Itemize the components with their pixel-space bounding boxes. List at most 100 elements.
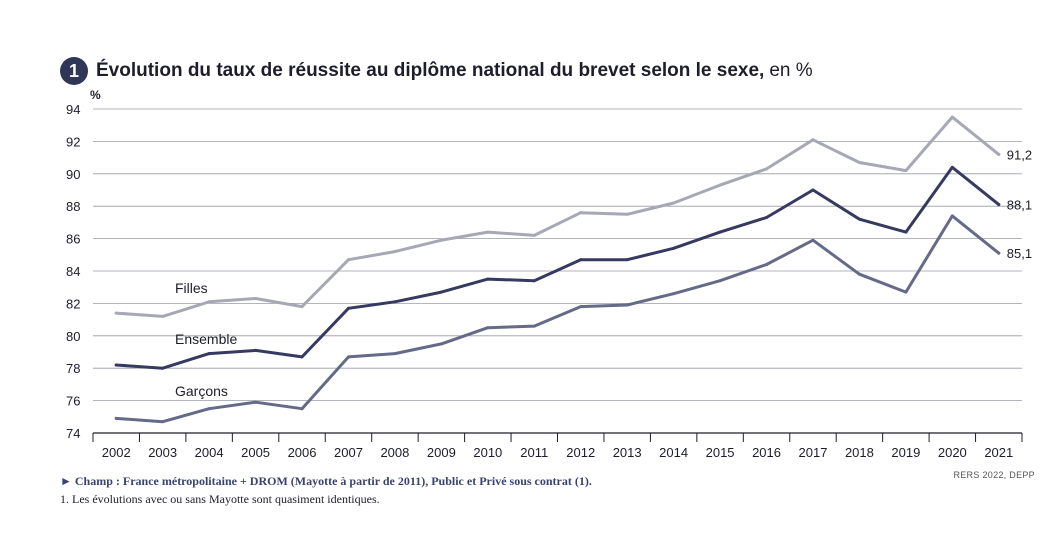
x-tick-label-2016: 2016 bbox=[752, 445, 781, 460]
data-point-filles bbox=[254, 297, 257, 300]
x-tick-label-2003: 2003 bbox=[148, 445, 177, 460]
data-point-ensemble bbox=[440, 291, 443, 294]
y-tick-label: 92 bbox=[66, 134, 80, 149]
data-point-garons bbox=[765, 263, 768, 266]
x-tick-label-2010: 2010 bbox=[473, 445, 502, 460]
series-label-ensemble: Ensemble bbox=[175, 331, 237, 347]
series-line-garons bbox=[116, 216, 999, 422]
y-tick-label: 86 bbox=[66, 232, 80, 247]
data-point-filles bbox=[997, 153, 1000, 156]
x-tick-label-2002: 2002 bbox=[102, 445, 131, 460]
data-point-filles bbox=[208, 300, 211, 303]
x-tick-label-2015: 2015 bbox=[706, 445, 735, 460]
data-point-ensemble bbox=[486, 278, 489, 281]
x-tick-label-2008: 2008 bbox=[380, 445, 409, 460]
data-point-garons bbox=[719, 279, 722, 282]
data-point-filles bbox=[858, 161, 861, 164]
data-point-filles bbox=[579, 211, 582, 214]
data-point-ensemble bbox=[533, 279, 536, 282]
data-point-garons bbox=[904, 291, 907, 294]
x-tick-label-2019: 2019 bbox=[891, 445, 920, 460]
data-point-ensemble bbox=[951, 166, 954, 169]
y-tick-label: 74 bbox=[66, 426, 80, 441]
x-tick-label-2012: 2012 bbox=[566, 445, 595, 460]
data-point-filles bbox=[811, 138, 814, 141]
series-line-ensemble bbox=[116, 167, 999, 368]
footer-champ: ► Champ : France métropolitaine + DROM (… bbox=[60, 474, 592, 489]
data-point-ensemble bbox=[254, 349, 257, 352]
data-point-ensemble bbox=[811, 189, 814, 192]
y-tick-label: 88 bbox=[66, 199, 80, 214]
y-tick-label: 84 bbox=[66, 264, 80, 279]
data-point-filles bbox=[161, 315, 164, 318]
data-point-ensemble bbox=[904, 231, 907, 234]
data-point-filles bbox=[115, 312, 118, 315]
data-point-ensemble bbox=[393, 300, 396, 303]
y-axis-unit: % bbox=[90, 88, 101, 102]
data-point-filles bbox=[904, 169, 907, 172]
y-tick-label: 82 bbox=[66, 296, 80, 311]
data-point-ensemble bbox=[347, 307, 350, 310]
end-value-label-ensemble: 88,1 bbox=[1007, 198, 1032, 213]
end-value-label-garons: 85,1 bbox=[1007, 246, 1032, 261]
data-point-garons bbox=[208, 407, 211, 410]
x-tick-label-2018: 2018 bbox=[845, 445, 874, 460]
data-point-garons bbox=[533, 325, 536, 328]
data-point-ensemble bbox=[579, 258, 582, 261]
chart-source: RERS 2022, DEPP bbox=[953, 470, 1035, 480]
y-tick-label: 94 bbox=[66, 102, 80, 117]
x-tick-label-2005: 2005 bbox=[241, 445, 270, 460]
data-point-ensemble bbox=[719, 231, 722, 234]
series-label-filles: Filles bbox=[175, 280, 208, 296]
end-value-label-filles: 91,2 bbox=[1007, 147, 1032, 162]
x-tick-label-2014: 2014 bbox=[659, 445, 688, 460]
data-point-garons bbox=[486, 326, 489, 329]
data-point-garons bbox=[811, 239, 814, 242]
data-point-filles bbox=[533, 234, 536, 237]
data-point-ensemble bbox=[997, 203, 1000, 206]
x-tick-label-2013: 2013 bbox=[613, 445, 642, 460]
data-point-filles bbox=[672, 201, 675, 204]
data-point-garons bbox=[393, 352, 396, 355]
data-point-garons bbox=[254, 401, 257, 404]
data-point-garons bbox=[997, 252, 1000, 255]
data-point-garons bbox=[951, 214, 954, 217]
data-point-ensemble bbox=[115, 363, 118, 366]
x-tick-label-2004: 2004 bbox=[195, 445, 224, 460]
data-point-ensemble bbox=[765, 216, 768, 219]
y-tick-label: 78 bbox=[66, 361, 80, 376]
data-point-filles bbox=[486, 231, 489, 234]
data-point-garons bbox=[672, 292, 675, 295]
y-tick-label: 76 bbox=[66, 394, 80, 409]
data-point-garons bbox=[301, 407, 304, 410]
footer-note: 1. Les évolutions avec ou sans Mayotte s… bbox=[60, 492, 592, 507]
data-point-ensemble bbox=[208, 352, 211, 355]
data-point-ensemble bbox=[858, 218, 861, 221]
data-point-filles bbox=[719, 184, 722, 187]
x-tick-label-2021: 2021 bbox=[984, 445, 1013, 460]
x-tick-label-2020: 2020 bbox=[938, 445, 967, 460]
data-point-filles bbox=[393, 250, 396, 253]
data-point-garons bbox=[440, 342, 443, 345]
data-point-filles bbox=[951, 116, 954, 119]
data-point-filles bbox=[765, 167, 768, 170]
data-point-garons bbox=[579, 305, 582, 308]
series-label-garons: Garçons bbox=[175, 383, 228, 399]
data-point-ensemble bbox=[161, 367, 164, 370]
data-point-ensemble bbox=[626, 258, 629, 261]
x-tick-label-2006: 2006 bbox=[288, 445, 317, 460]
x-tick-label-2017: 2017 bbox=[799, 445, 828, 460]
chart-footer: ► Champ : France métropolitaine + DROM (… bbox=[60, 474, 592, 507]
data-point-ensemble bbox=[672, 247, 675, 250]
data-point-garons bbox=[626, 304, 629, 307]
data-point-garons bbox=[115, 417, 118, 420]
data-point-garons bbox=[347, 355, 350, 358]
data-point-ensemble bbox=[301, 355, 304, 358]
x-tick-label-2007: 2007 bbox=[334, 445, 363, 460]
data-point-garons bbox=[161, 420, 164, 423]
series-line-filles bbox=[116, 117, 999, 316]
y-tick-label: 90 bbox=[66, 167, 80, 182]
x-tick-label-2009: 2009 bbox=[427, 445, 456, 460]
data-point-garons bbox=[858, 273, 861, 276]
